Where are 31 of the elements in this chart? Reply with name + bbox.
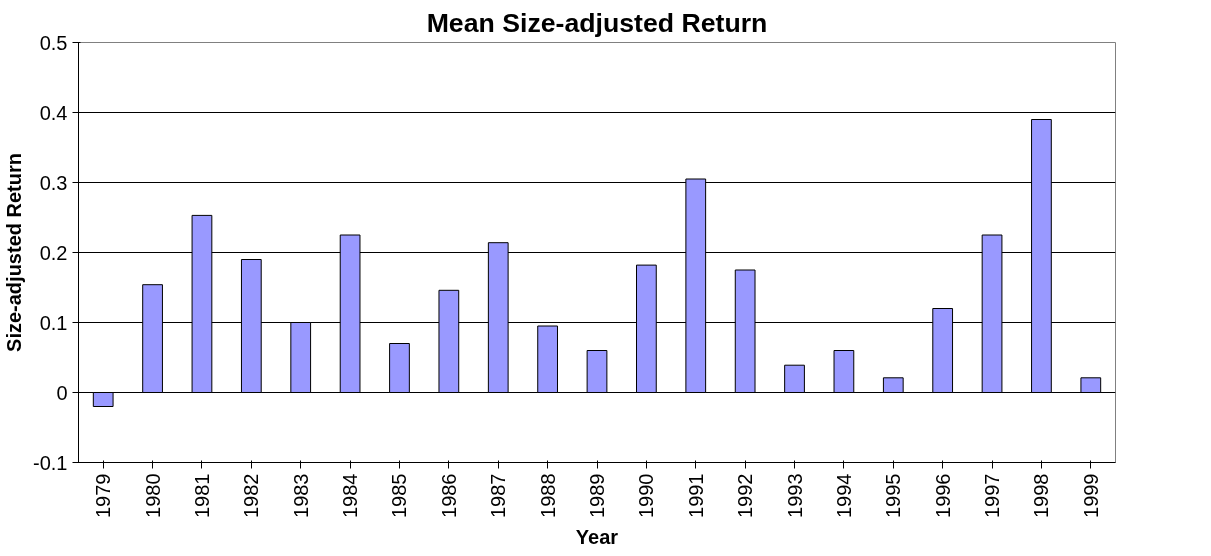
x-tick-label: 1979 — [92, 473, 115, 518]
x-tick-label: 1991 — [684, 473, 707, 518]
x-tick-label: 1988 — [536, 473, 559, 518]
y-tick-label: 0.1 — [39, 311, 68, 334]
y-axis-title: Size-adjusted Return — [3, 153, 26, 352]
x-tick-label: 1995 — [882, 473, 905, 518]
x-tick-label: 1985 — [388, 473, 411, 518]
x-tick-label: 1997 — [981, 473, 1004, 518]
x-tick-label: 1984 — [339, 473, 362, 518]
x-tick-label: 1986 — [437, 473, 460, 518]
x-tick-label: 1987 — [487, 473, 510, 518]
x-tick-label: 1996 — [931, 473, 954, 518]
x-tick-label: 1999 — [1079, 473, 1102, 518]
x-tick-label: 1981 — [190, 473, 213, 518]
y-tick-label: 0 — [56, 381, 68, 404]
y-tick-label: -0.1 — [33, 451, 68, 474]
x-tick-label: 1994 — [832, 473, 855, 518]
x-tick-label: 1993 — [783, 473, 806, 518]
y-tick-label: 0.2 — [39, 241, 68, 264]
x-tick-label: 1980 — [141, 473, 164, 518]
chart-title: Mean Size-adjusted Return — [426, 7, 768, 38]
y-tick-label: 0.3 — [39, 171, 68, 194]
x-tick-label: 1989 — [586, 473, 608, 518]
y-tick-label: 0.4 — [39, 101, 68, 124]
x-tick-label: 1990 — [635, 473, 658, 518]
x-tick-label: 1983 — [289, 473, 312, 518]
x-tick-label: 1982 — [240, 473, 263, 518]
x-tick-label: 1998 — [1030, 473, 1053, 518]
x-axis-title: Year — [575, 525, 619, 548]
x-tick-label: 1992 — [734, 473, 757, 518]
y-tick-label: 0.5 — [39, 31, 68, 54]
